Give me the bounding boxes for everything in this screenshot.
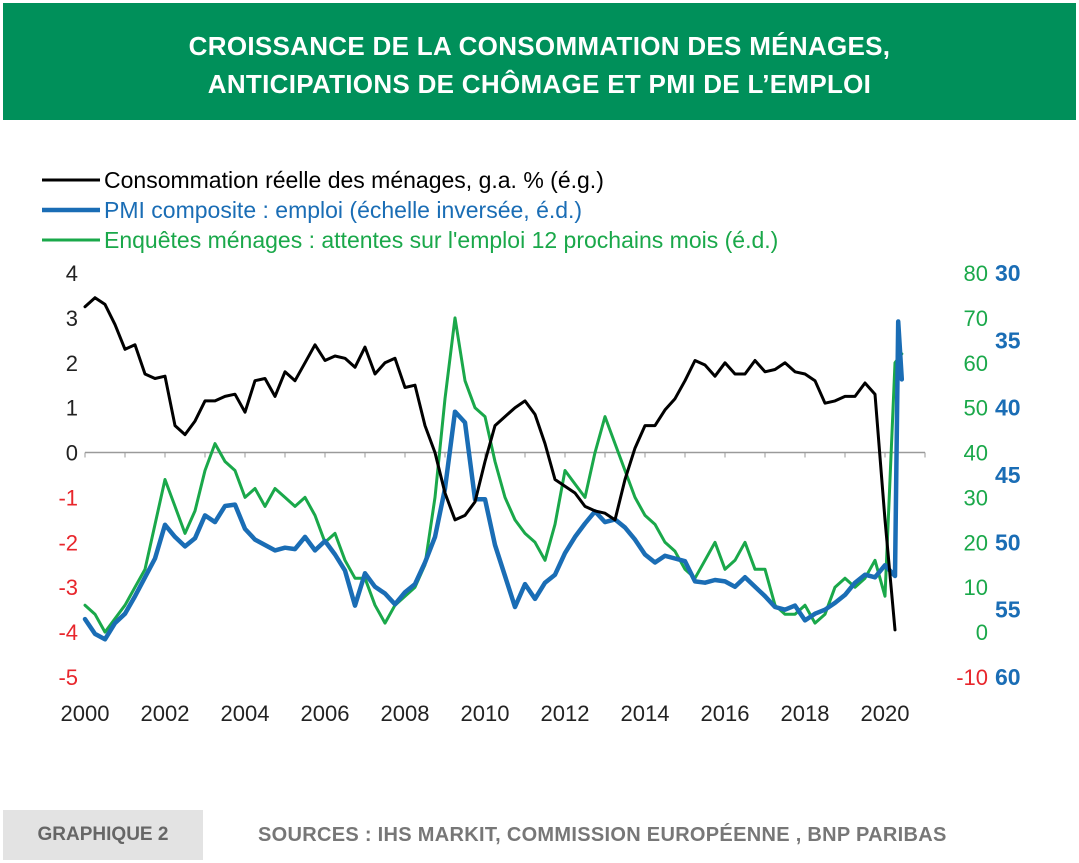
left-axis-tick-label: -3 bbox=[58, 575, 78, 600]
chart-number-tag: GRAPHIQUE 2 bbox=[3, 810, 203, 860]
pmi-axis-tick-label: 45 bbox=[995, 462, 1021, 488]
pmi-axis-tick-label: 50 bbox=[995, 529, 1021, 555]
title-line-2: ANTICIPATIONS DE CHÔMAGE ET PMI DE L’EMP… bbox=[207, 69, 872, 99]
x-axis-tick-label: 2020 bbox=[861, 701, 910, 726]
survey-axis-tick-label: 10 bbox=[964, 575, 988, 600]
pmi-axis-tick-label: 30 bbox=[995, 260, 1021, 286]
x-axis-tick-label: 2000 bbox=[61, 701, 110, 726]
pmi-axis-tick-label: 40 bbox=[995, 395, 1021, 421]
legend-label: PMI composite : emploi (échelle inversée… bbox=[104, 197, 582, 223]
survey-axis-tick-label: 40 bbox=[964, 441, 988, 466]
chart: 43210-1-2-3-4-580706050403020100-1030354… bbox=[42, 167, 1021, 726]
pmi-axis-tick-label: 35 bbox=[995, 327, 1021, 353]
x-axis-tick-label: 2006 bbox=[301, 701, 350, 726]
pmi-axis-tick-label: 55 bbox=[995, 597, 1021, 623]
left-axis-tick-label: 3 bbox=[66, 306, 78, 331]
x-axis-tick-label: 2010 bbox=[461, 701, 510, 726]
series-line-pmi bbox=[82, 319, 905, 642]
x-axis-tick-label: 2012 bbox=[541, 701, 590, 726]
title-banner: CROISSANCE DE LA CONSOMMATION DES MÉNAGE… bbox=[3, 3, 1076, 120]
x-axis-tick-label: 2002 bbox=[141, 701, 190, 726]
survey-axis-tick-label: 0 bbox=[976, 620, 988, 645]
x-axis-tick-label: 2018 bbox=[781, 701, 830, 726]
left-axis-tick-label: -1 bbox=[58, 485, 78, 510]
survey-axis-tick-label: -10 bbox=[956, 665, 988, 690]
x-axis-tick-label: 2008 bbox=[381, 701, 430, 726]
left-axis-tick-label: -4 bbox=[58, 620, 78, 645]
legend-label: Consommation réelle des ménages, g.a. % … bbox=[104, 167, 604, 193]
title-line-1: CROISSANCE DE LA CONSOMMATION DES MÉNAGE… bbox=[188, 31, 891, 61]
x-axis-tick-label: 2014 bbox=[621, 701, 670, 726]
left-axis-tick-label: -5 bbox=[58, 665, 78, 690]
left-axis-tick-label: 2 bbox=[66, 351, 78, 376]
survey-axis-tick-label: 80 bbox=[964, 261, 988, 286]
legend-label: Enquêtes ménages : attentes sur l'emploi… bbox=[104, 227, 778, 253]
sources-text: SOURCES : IHS MARKIT, COMMISSION EUROPÉE… bbox=[258, 824, 947, 846]
pmi-axis-tick-label: 60 bbox=[995, 664, 1021, 690]
survey-axis-tick-label: 20 bbox=[964, 530, 988, 555]
left-axis-tick-label: 4 bbox=[66, 261, 78, 286]
x-axis-tick-label: 2016 bbox=[701, 701, 750, 726]
left-axis-tick-label: 0 bbox=[66, 441, 78, 466]
left-axis-tick-label: -2 bbox=[58, 530, 78, 555]
survey-axis-tick-label: 70 bbox=[964, 306, 988, 331]
series-line-survey bbox=[83, 316, 904, 634]
left-axis-tick-label: 1 bbox=[66, 396, 78, 421]
survey-axis-tick-label: 50 bbox=[964, 396, 988, 421]
survey-axis-tick-label: 60 bbox=[964, 351, 988, 376]
x-axis-tick-label: 2004 bbox=[221, 701, 270, 726]
series-line-left bbox=[83, 296, 897, 632]
survey-axis-tick-label: 30 bbox=[964, 485, 988, 510]
